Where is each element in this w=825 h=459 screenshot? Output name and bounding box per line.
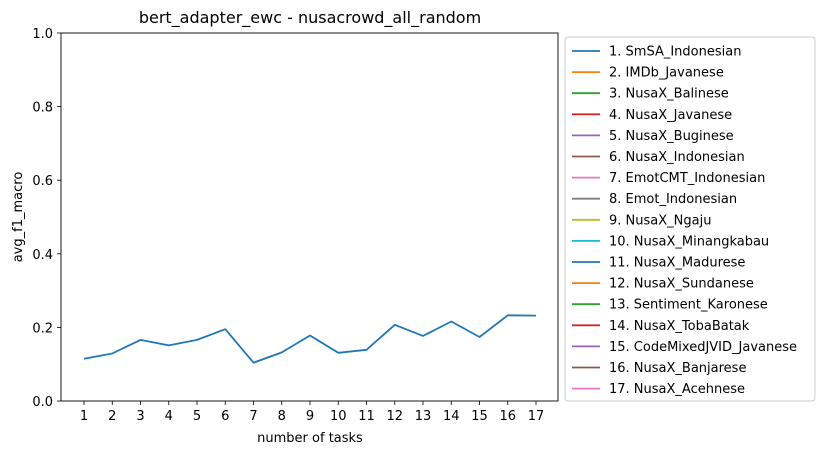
x-tick-label: 15 [471, 409, 488, 424]
x-tick-label: 5 [193, 409, 201, 424]
x-tick-label: 14 [443, 409, 460, 424]
legend-entry-label: 11. NusaX_Madurese [609, 256, 745, 271]
legend-entry-label: 5. NusaX_Buginese [609, 129, 734, 144]
x-tick-label: 12 [386, 409, 403, 424]
x-tick-label: 3 [136, 409, 144, 424]
legend-entry-label: 2. IMDb_Javanese [609, 66, 724, 81]
axes-frame [60, 32, 559, 402]
legend: 1. SmSA_Indonesian 2. IMDb_Javanese 3. Nus… [564, 36, 816, 402]
x-tick-label: 9 [306, 409, 314, 424]
legend-entry-label: 9. NusaX_Ngaju [609, 213, 711, 228]
legend-entry-label: 7. EmotCMT_Indonesian [609, 171, 765, 186]
x-tick-label: 7 [249, 409, 257, 424]
legend-entry-label: 3. NusaX_Balinese [609, 87, 729, 102]
chart-title: bert_adapter_ewc - nusacrowd_all_random [139, 8, 481, 28]
x-tick-label: 10 [330, 409, 347, 424]
x-tick-label: 11 [358, 409, 375, 424]
x-tick-label: 16 [499, 409, 516, 424]
legend-entry-label: 15. CodeMixedJVID_Javanese [609, 340, 797, 355]
x-tick-label: 4 [165, 409, 173, 424]
legend-entry-label: 17. NusaX_Acehnese [609, 382, 745, 397]
series-line [83, 314, 537, 364]
legend-entry-label: 8. Emot_Indonesian [609, 192, 737, 207]
x-tick-label: 17 [528, 409, 545, 424]
y-tick-label: 0.0 [32, 395, 53, 410]
x-tick-label: 6 [221, 409, 229, 424]
legend-entry-label: 6. NusaX_Indonesian [609, 150, 745, 165]
x-tick-label: 13 [415, 409, 432, 424]
x-tick-label: 8 [278, 409, 286, 424]
legend-entry-label: 4. NusaX_Javanese [609, 108, 732, 123]
x-tick-label: 2 [108, 409, 116, 424]
legend-entry-label: 16. NusaX_Banjarese [609, 361, 746, 376]
y-tick-label: 0.2 [32, 321, 53, 336]
y-tick-label: 0.8 [32, 101, 53, 116]
legend-entry-label: 10. NusaX_Minangkabau [609, 234, 769, 249]
legend-entry-label: 14. NusaX_TobaBatak [609, 319, 750, 334]
plot-area: 1 2 3 4 5 6 7 8 9 10 11 12 13 14 15 16 170.00.20.40.60.8… [32, 27, 559, 424]
y-tick-label: 0.6 [32, 174, 53, 189]
y-axis-label: avg_f1_macro [11, 172, 26, 263]
x-tick-label: 1 [80, 409, 88, 424]
x-axis-label: number of tasks [257, 431, 363, 446]
legend-entry-label: 1. SmSA_Indonesian [609, 45, 741, 60]
y-tick-label: 0.4 [32, 248, 53, 263]
y-tick-label: 1.0 [32, 27, 53, 42]
legend-entry-label: 12. NusaX_Sundanese [609, 277, 754, 292]
legend-entry-label: 13. Sentiment_Karonese [609, 298, 768, 313]
legend-box [564, 36, 816, 402]
